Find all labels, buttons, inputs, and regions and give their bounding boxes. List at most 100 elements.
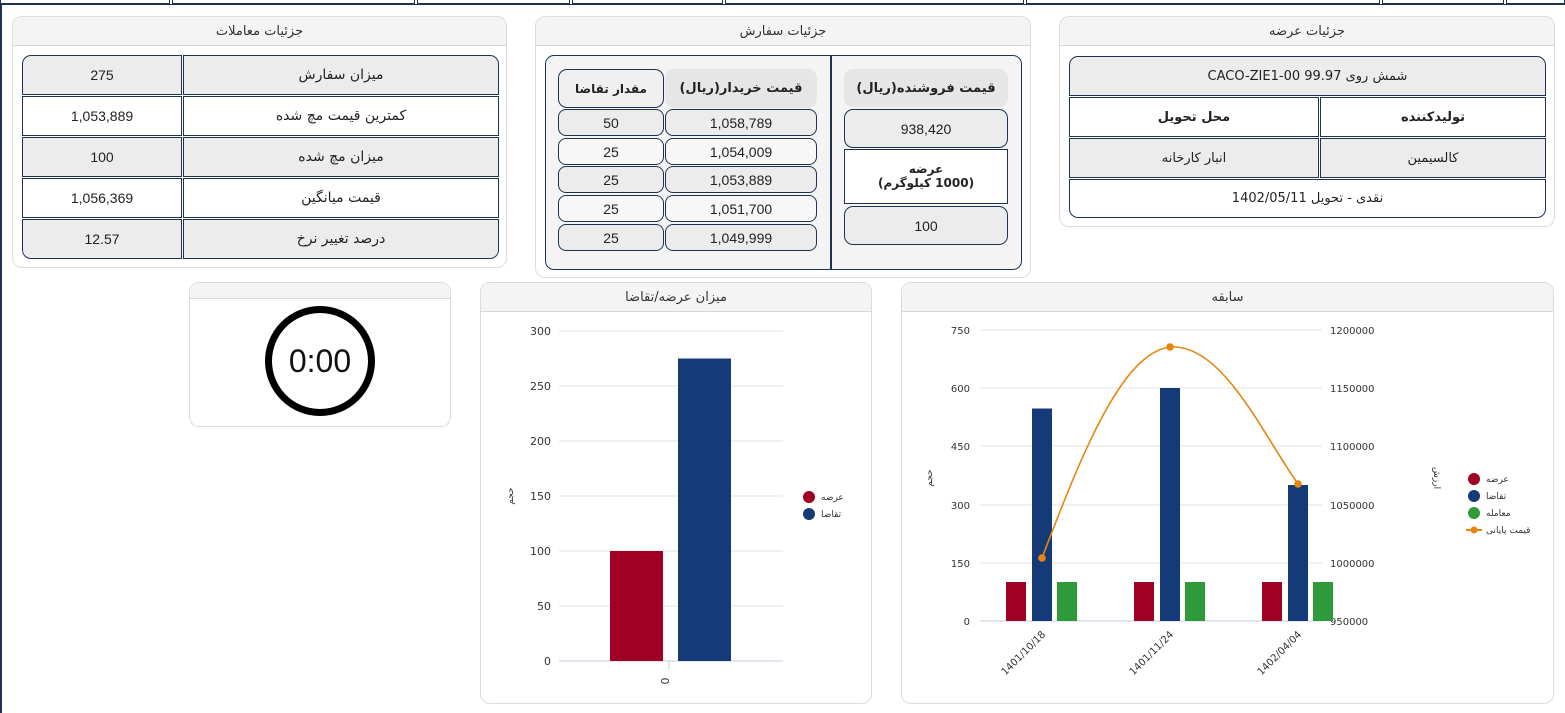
svg-text:950000: 950000: [1330, 617, 1368, 628]
offer-details-table: شمش روی 99.97 CACO-ZIE1-00 تولیدکننده مح…: [1069, 56, 1546, 218]
chart-gridlines: [980, 329, 1322, 564]
order-divider: [830, 56, 832, 269]
svg-text:عرضه: عرضه: [821, 493, 844, 503]
svg-text:1050000: 1050000: [1330, 501, 1375, 512]
supply-bar: [1006, 582, 1026, 621]
top-tab[interactable]: [172, 0, 415, 4]
final-price-point: [1294, 480, 1302, 488]
demand-bar: [1032, 408, 1052, 621]
demand-qty-cell: 25: [558, 138, 664, 165]
history-chart-panel: سابقه 750 600 450 300 150 0 1200000 1150…: [901, 282, 1554, 704]
trade-bar: [1313, 582, 1333, 621]
timer-panel: 0:00: [189, 282, 451, 427]
legend-supply-swatch: [803, 491, 815, 503]
offer-quantity-label: عرضه (1000 کیلوگرم): [844, 149, 1008, 204]
svg-text:تقاضا: تقاضا: [1486, 492, 1507, 502]
legend-demand-swatch: [803, 508, 815, 520]
trade-details-panel: جزئیات معاملات میزان سفارش 275 کمترین قی…: [12, 16, 507, 268]
legend-demand-swatch: [1468, 490, 1480, 502]
svg-text:1000000: 1000000: [1330, 559, 1375, 570]
legend-trade-swatch: [1468, 507, 1480, 519]
producer-label: تولیدکننده: [1320, 97, 1546, 137]
svg-text:250: 250: [530, 380, 551, 393]
offer-quantity-label-line1: عرضه: [908, 161, 944, 176]
right-y-axis-ticks: 1200000 1150000 1100000 1050000 1000000 …: [1330, 326, 1375, 628]
svg-text:1401/11/24: 1401/11/24: [1128, 629, 1177, 678]
order-details-box: قیمت فروشنده(ریال) 938,420 عرضه (1000 کی…: [545, 55, 1022, 270]
legend-final-price-swatch: [1470, 526, 1478, 534]
history-chart-title: سابقه: [902, 283, 1553, 312]
supply-demand-chart-panel: میزان عرضه/تقاضا 300 250 200 150 100 50 …: [480, 282, 872, 704]
top-tab-strip: [0, 0, 1565, 5]
demand-qty-cell: 50: [558, 109, 664, 136]
top-tab[interactable]: [572, 0, 723, 4]
right-y-axis-label: ارزش: [1431, 467, 1441, 489]
delivery-place-label: محل تحویل: [1069, 97, 1319, 137]
trade-value-cell: 12.57: [22, 219, 182, 259]
trade-value-cell: 275: [22, 55, 182, 95]
final-price-point: [1038, 554, 1046, 562]
supply-demand-chart-title: میزان عرضه/تقاضا: [481, 283, 871, 312]
history-chart: 750 600 450 300 150 0 1200000 1150000 11…: [925, 326, 1530, 678]
svg-text:قیمت پایانی: قیمت پایانی: [1486, 526, 1530, 536]
top-tab[interactable]: [1382, 0, 1504, 4]
svg-text:1100000: 1100000: [1330, 442, 1375, 453]
delivery-place-value: انبار کارخانه: [1069, 138, 1319, 178]
svg-text:200: 200: [530, 435, 551, 448]
svg-text:عرضه: عرضه: [1486, 475, 1509, 485]
chart-legend: عرضه تقاضا: [803, 491, 844, 520]
top-tab[interactable]: [417, 0, 570, 4]
svg-text:1200000: 1200000: [1330, 326, 1375, 337]
buyer-price-cell: 1,051,700: [665, 195, 817, 222]
order-details-title: جزئیات سفارش: [536, 17, 1030, 46]
final-price-point: [1166, 343, 1174, 351]
timer-panel-head: [190, 283, 450, 299]
trade-label-cell: قیمت میانگین: [183, 178, 499, 218]
svg-text:0: 0: [544, 655, 551, 668]
demand-qty-cell: 25: [558, 195, 664, 222]
legend-supply-swatch: [1468, 473, 1480, 485]
svg-text:450: 450: [951, 442, 970, 453]
chart-legend: عرضه تقاضا معامله قیمت پایانی: [1466, 473, 1530, 536]
svg-text:750: 750: [951, 326, 970, 337]
countdown-timer: 0:00: [265, 306, 375, 416]
demand-qty-header: مقدار تقاضا: [558, 69, 664, 108]
supply-bar: [610, 551, 663, 661]
seller-price-value: 938,420: [844, 109, 1008, 148]
svg-text:تقاضا: تقاضا: [821, 510, 842, 520]
buyer-price-cell: 1,053,889: [665, 166, 817, 193]
x-axis-ticks: 1401/10/18 1401/11/24 1402/04/04: [1000, 629, 1305, 678]
producer-value: کالسیمین: [1320, 138, 1546, 178]
trade-details-table: میزان سفارش 275 کمترین قیمت مچ شده 1,053…: [22, 55, 499, 259]
trade-label-cell: میزان سفارش: [183, 55, 499, 95]
left-y-axis-label: حجم: [925, 469, 935, 486]
offer-quantity-label-line2: (1000 کیلوگرم): [877, 175, 975, 190]
trade-details-title: جزئیات معاملات: [13, 17, 506, 46]
frame-top-border: [0, 4, 1565, 5]
demand-qty-cell: 25: [558, 224, 664, 251]
top-tab[interactable]: [725, 0, 1024, 4]
offer-details-panel: جزئیات عرضه شمش روی 99.97 CACO-ZIE1-00 ت…: [1059, 16, 1555, 227]
top-tab[interactable]: [0, 0, 170, 4]
buyer-price-cell: 1,058,789: [665, 109, 817, 136]
order-details-panel: جزئیات سفارش قیمت فروشنده(ریال) 938,420 …: [535, 16, 1031, 278]
svg-text:1150000: 1150000: [1330, 384, 1375, 395]
y-axis-ticks: 300 250 200 150 100 50 0: [530, 325, 551, 668]
chart-gridlines: [559, 330, 783, 607]
demand-bar: [678, 358, 731, 661]
supply-bar: [1134, 582, 1154, 621]
svg-text:0: 0: [964, 617, 970, 628]
supply-demand-chart: 300 250 200 150 100 50 0 حجم 0 عرضه تقاض…: [506, 325, 844, 685]
settlement-info: نقدی - تحویل 1402/05/11: [1069, 179, 1546, 218]
buyer-price-cell: 1,049,999: [665, 224, 817, 251]
demand-bar: [1160, 388, 1180, 621]
x-axis-tick: 0: [659, 678, 672, 685]
svg-text:50: 50: [537, 600, 551, 613]
offer-details-title: جزئیات عرضه: [1060, 17, 1554, 46]
demand-bar: [1288, 485, 1308, 621]
seller-price-label: قیمت فروشنده(ریال): [844, 69, 1008, 107]
top-tab[interactable]: [1026, 0, 1380, 4]
demand-qty-cell: 25: [558, 166, 664, 193]
svg-text:1401/10/18: 1401/10/18: [1000, 629, 1049, 678]
svg-text:100: 100: [530, 545, 551, 558]
